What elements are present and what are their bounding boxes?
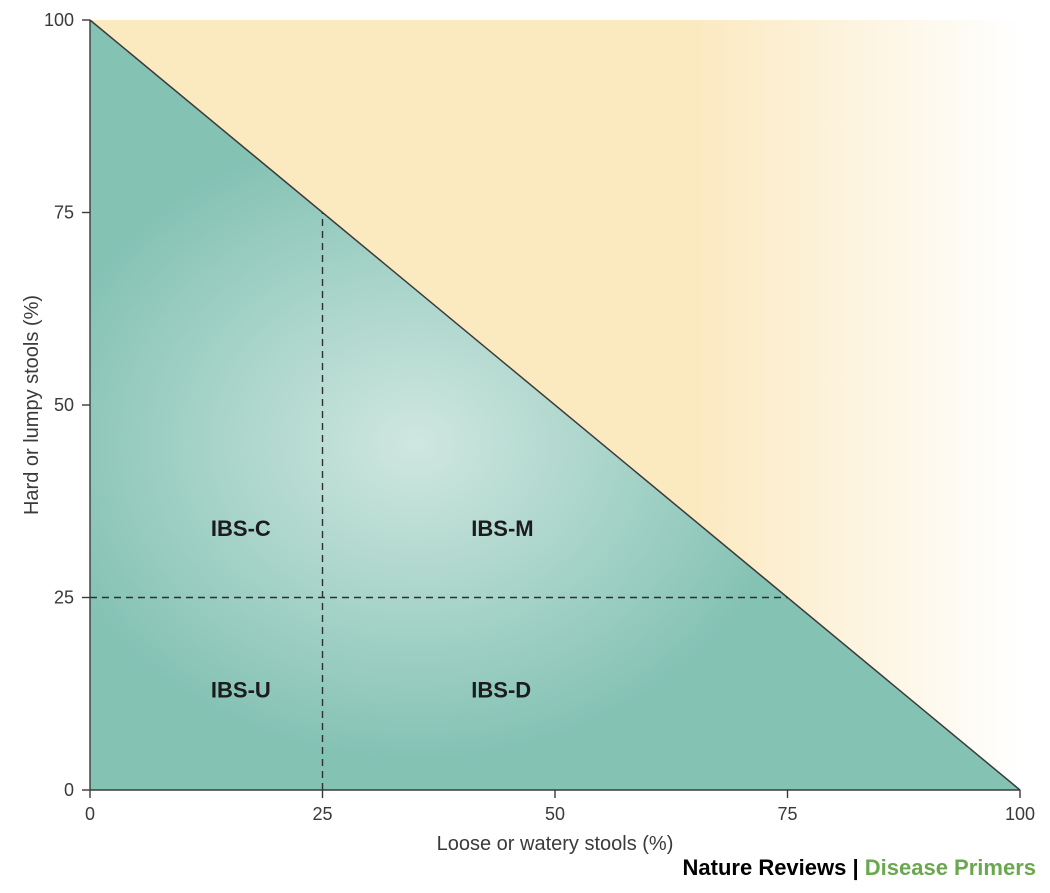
region-label: IBS-C — [211, 516, 271, 541]
x-tick-label: 50 — [545, 804, 565, 824]
x-tick-label: 25 — [312, 804, 332, 824]
credit-journal: Nature Reviews — [683, 855, 847, 880]
ibs-quadrant-chart: 0 25 50 75 100 0 25 50 75 100 Loose or watery stoo… — [0, 0, 1050, 893]
figure-container: 0 25 50 75 100 0 25 50 75 100 Loose or watery stoo… — [0, 0, 1050, 893]
region-label: IBS-D — [471, 678, 531, 703]
y-tick-label: 75 — [54, 203, 74, 223]
y-tick-label: 100 — [44, 10, 74, 30]
credit-separator: | — [846, 855, 864, 880]
journal-credit: Nature Reviews | Disease Primers — [683, 855, 1036, 881]
credit-series: Disease Primers — [865, 855, 1036, 880]
x-axis-label: Loose or watery stools (%) — [437, 833, 674, 855]
x-tick-label: 75 — [777, 804, 797, 824]
region-label: IBS-M — [471, 516, 533, 541]
x-tick-label: 100 — [1005, 804, 1035, 824]
y-axis-label: Hard or lumpy stools (%) — [21, 295, 43, 515]
y-tick-label: 0 — [64, 780, 74, 800]
y-tick-label: 50 — [54, 395, 74, 415]
y-tick-label: 25 — [54, 588, 74, 608]
x-tick-label: 0 — [85, 804, 95, 824]
region-label: IBS-U — [211, 678, 271, 703]
